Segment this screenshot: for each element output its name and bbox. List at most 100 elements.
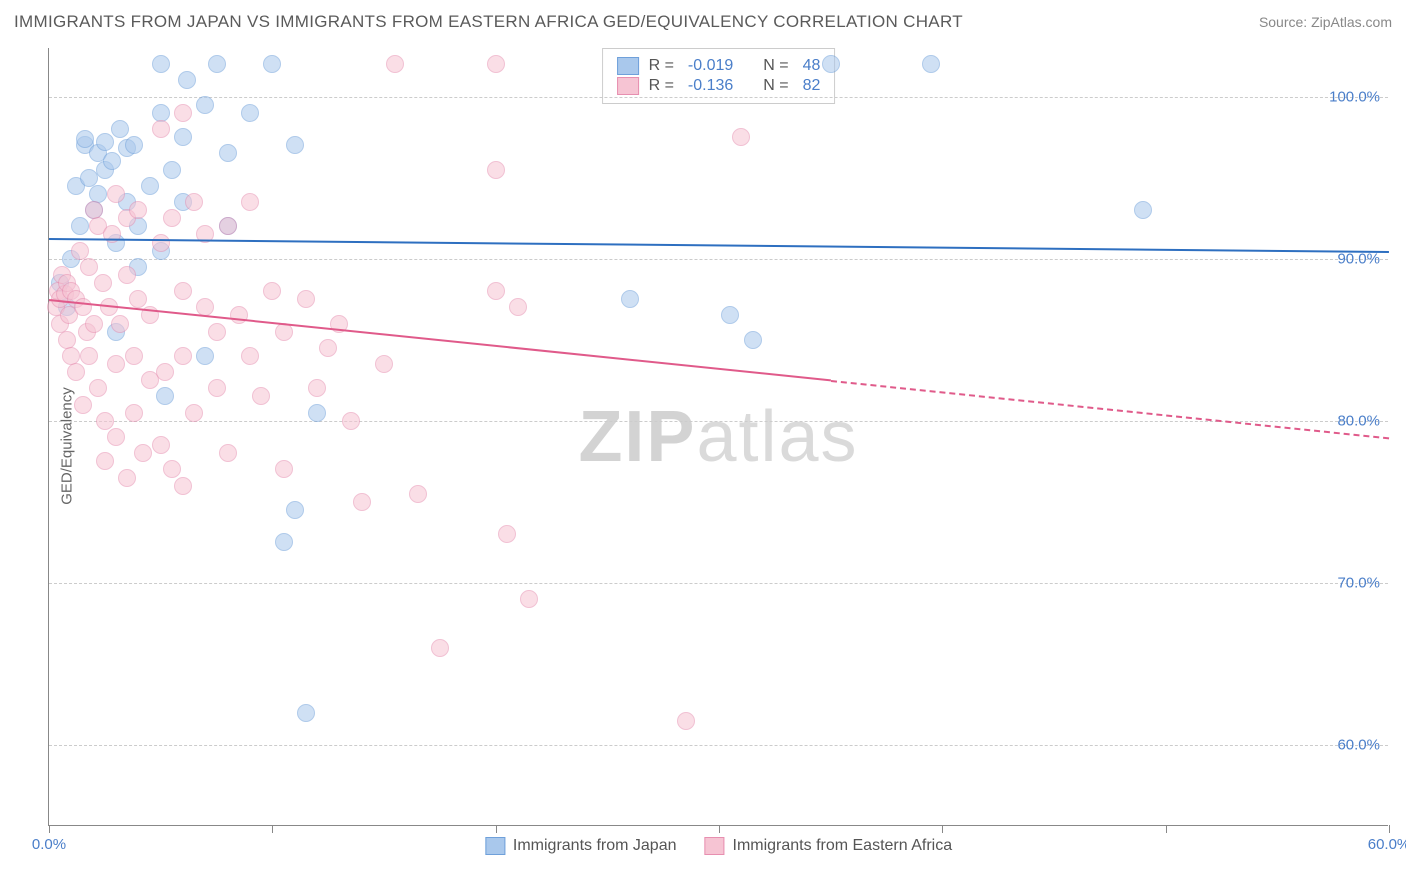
x-tick [719, 825, 720, 833]
data-point [375, 355, 393, 373]
data-point [67, 363, 85, 381]
y-tick-label: 100.0% [1329, 88, 1380, 105]
data-point [111, 315, 129, 333]
data-point [241, 104, 259, 122]
gridline-h [49, 97, 1388, 98]
data-point [230, 306, 248, 324]
r-value: -0.019 [688, 57, 733, 75]
data-point [174, 128, 192, 146]
data-point [208, 323, 226, 341]
data-point [152, 234, 170, 252]
legend-swatch [704, 837, 724, 855]
data-point [219, 444, 237, 462]
data-point [174, 104, 192, 122]
data-point [219, 217, 237, 235]
legend-item: Immigrants from Eastern Africa [704, 837, 952, 855]
data-point [1134, 201, 1152, 219]
data-point [89, 379, 107, 397]
data-point [409, 485, 427, 503]
data-point [487, 282, 505, 300]
data-point [103, 152, 121, 170]
data-point [721, 306, 739, 324]
data-point [174, 282, 192, 300]
n-label: N = [763, 77, 788, 95]
data-point [62, 347, 80, 365]
data-point [431, 639, 449, 657]
data-point [156, 363, 174, 381]
legend-swatch [617, 57, 639, 75]
gridline-h [49, 259, 1388, 260]
data-point [241, 193, 259, 211]
data-point [107, 185, 125, 203]
gridline-h [49, 745, 1388, 746]
data-point [386, 55, 404, 73]
data-point [319, 339, 337, 357]
x-tick [49, 825, 50, 833]
data-point [677, 712, 695, 730]
x-tick [272, 825, 273, 833]
data-point [178, 71, 196, 89]
data-point [134, 444, 152, 462]
legend-item: Immigrants from Japan [485, 837, 677, 855]
data-point [286, 501, 304, 519]
data-point [58, 331, 76, 349]
data-point [185, 193, 203, 211]
data-point [76, 130, 94, 148]
plot-area: ZIPatlas R =-0.019N =48R =-0.136N =82 Im… [48, 48, 1388, 826]
data-point [163, 460, 181, 478]
trend-line [49, 238, 1389, 253]
data-point [111, 120, 129, 138]
x-tick-label: 0.0% [32, 836, 66, 853]
n-label: N = [763, 57, 788, 75]
data-point [275, 460, 293, 478]
data-point [297, 290, 315, 308]
data-point [252, 387, 270, 405]
data-point [308, 404, 326, 422]
data-point [498, 525, 516, 543]
r-label: R = [649, 57, 674, 75]
r-label: R = [649, 77, 674, 95]
chart-title: IMMIGRANTS FROM JAPAN VS IMMIGRANTS FROM… [14, 12, 963, 32]
data-point [125, 347, 143, 365]
data-point [107, 428, 125, 446]
trend-line [831, 380, 1390, 439]
data-point [208, 379, 226, 397]
data-point [80, 347, 98, 365]
data-point [509, 298, 527, 316]
data-point [74, 396, 92, 414]
data-point [520, 590, 538, 608]
correlation-legend: R =-0.019N =48R =-0.136N =82 [602, 48, 836, 104]
series-legend: Immigrants from Japan Immigrants from Eas… [485, 837, 952, 855]
data-point [96, 452, 114, 470]
legend-stats-row: R =-0.136N =82 [617, 77, 821, 95]
data-point [80, 258, 98, 276]
data-point [107, 355, 125, 373]
data-point [96, 412, 114, 430]
data-point [185, 404, 203, 422]
data-point [822, 55, 840, 73]
data-point [744, 331, 762, 349]
data-point [732, 128, 750, 146]
watermark: ZIPatlas [578, 396, 858, 478]
data-point [174, 477, 192, 495]
x-tick [1166, 825, 1167, 833]
data-point [103, 225, 121, 243]
data-point [129, 201, 147, 219]
data-point [118, 469, 136, 487]
data-point [118, 266, 136, 284]
data-point [125, 404, 143, 422]
data-point [129, 290, 147, 308]
legend-label: Immigrants from Japan [513, 837, 677, 855]
chart-header: IMMIGRANTS FROM JAPAN VS IMMIGRANTS FROM… [14, 12, 1392, 32]
data-point [196, 347, 214, 365]
data-point [286, 136, 304, 154]
x-tick [942, 825, 943, 833]
legend-swatch [617, 77, 639, 95]
data-point [308, 379, 326, 397]
data-point [241, 347, 259, 365]
legend-stats-row: R =-0.019N =48 [617, 57, 821, 75]
data-point [263, 55, 281, 73]
chart-source: Source: ZipAtlas.com [1259, 14, 1392, 30]
data-point [342, 412, 360, 430]
data-point [196, 96, 214, 114]
